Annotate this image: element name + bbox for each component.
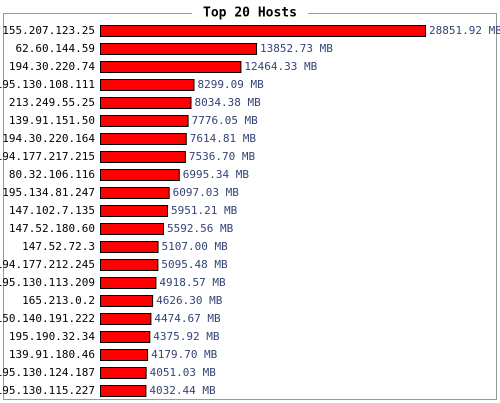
title-background	[192, 5, 308, 21]
bar	[100, 313, 152, 325]
y-tick-label: 147.52.180.60	[9, 222, 95, 235]
y-tick-label: 150.140.191.222	[0, 312, 95, 325]
bar	[100, 331, 151, 343]
y-tick-label: 195.130.113.209	[0, 276, 95, 289]
y-tick-label: 194.177.217.215	[0, 150, 95, 163]
y-tick-label: 147.102.7.135	[9, 204, 95, 217]
value-label: 7536.70 MB	[189, 150, 256, 163]
y-tick-label: 139.91.180.46	[9, 348, 95, 361]
bar	[100, 349, 149, 361]
value-label: 4032.44 MB	[149, 384, 216, 397]
y-tick-label: 194.177.212.245	[0, 258, 95, 271]
chart-title: Top 20 Hosts	[203, 6, 297, 21]
bar	[100, 223, 164, 235]
bar	[100, 133, 187, 145]
value-label: 6995.34 MB	[183, 168, 250, 181]
y-tick-label: 195.130.108.111	[0, 78, 95, 91]
value-label: 5592.56 MB	[167, 222, 234, 235]
bar	[100, 277, 157, 289]
bar	[100, 79, 195, 91]
y-tick-label: 165.213.0.2	[22, 294, 95, 307]
value-label: 8299.09 MB	[197, 78, 264, 91]
value-label: 12464.33 MB	[244, 60, 317, 73]
value-label: 8034.38 MB	[195, 96, 262, 109]
bar	[100, 385, 147, 397]
y-tick-label: 80.32.106.116	[9, 168, 95, 181]
value-label: 6097.03 MB	[173, 186, 240, 199]
value-label: 4179.70 MB	[151, 348, 218, 361]
bar	[100, 61, 242, 73]
bar	[100, 115, 189, 127]
value-label: 5951.21 MB	[171, 204, 238, 217]
bar	[100, 295, 154, 307]
bar	[100, 259, 159, 271]
bar	[100, 367, 147, 379]
value-label: 13852.73 MB	[260, 42, 333, 55]
value-label: 4474.67 MB	[154, 312, 221, 325]
value-label: 4626.30 MB	[156, 294, 223, 307]
y-tick-label: 195.130.124.187	[0, 366, 95, 379]
bar	[100, 205, 169, 217]
y-tick-label: 155.207.123.25	[2, 24, 95, 37]
y-tick-label: 194.30.220.164	[2, 132, 95, 145]
y-tick-label: 139.91.151.50	[9, 114, 95, 127]
y-tick-label: 62.60.144.59	[16, 42, 95, 55]
value-label: 4918.57 MB	[159, 276, 226, 289]
bar	[100, 187, 170, 199]
y-tick-label: 147.52.72.3	[22, 240, 95, 253]
y-tick-label: 195.190.32.34	[9, 330, 95, 343]
value-label: 4375.92 MB	[153, 330, 220, 343]
y-tick-label: 194.30.220.74	[9, 60, 95, 73]
bar	[100, 241, 159, 253]
value-label: 7614.81 MB	[190, 132, 257, 145]
value-label: 5095.48 MB	[161, 258, 228, 271]
value-label: 28851.92 MB	[429, 24, 500, 37]
value-label: 5107.00 MB	[162, 240, 229, 253]
bar	[100, 97, 192, 109]
bar	[100, 169, 180, 181]
value-label: 4051.03 MB	[150, 366, 217, 379]
value-label: 7776.05 MB	[192, 114, 259, 127]
y-tick-label: 213.249.55.25	[9, 96, 95, 109]
y-tick-label: 195.134.81.247	[2, 186, 95, 199]
bar	[100, 43, 258, 55]
bar	[100, 25, 426, 37]
bar	[100, 151, 186, 163]
y-tick-label: 195.130.115.227	[0, 384, 95, 397]
